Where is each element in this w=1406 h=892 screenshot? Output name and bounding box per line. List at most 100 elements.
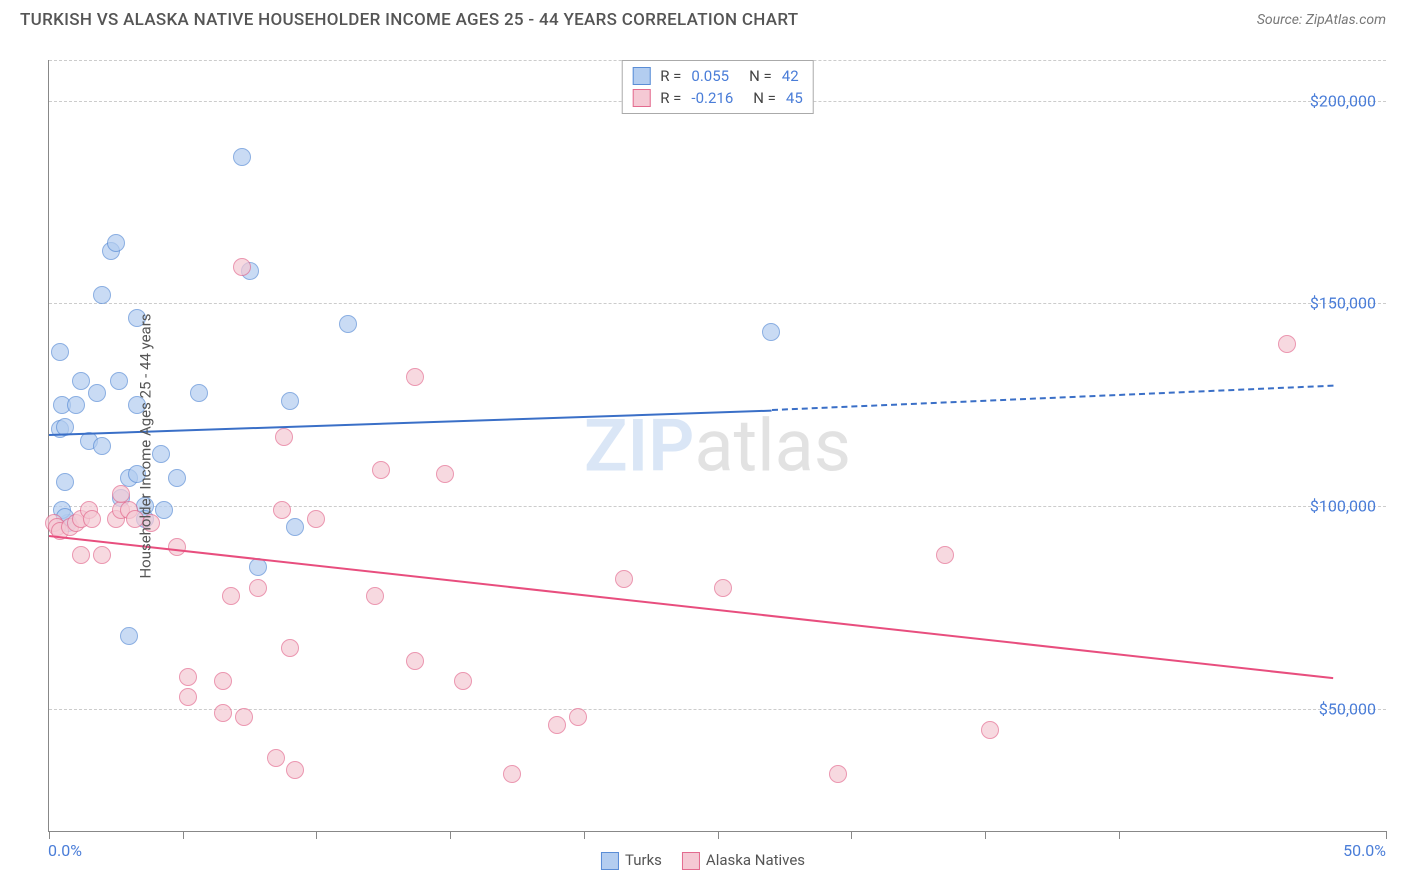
legend-label: Turks	[625, 851, 662, 869]
y-tick-label: $50,000	[1319, 700, 1376, 719]
x-tick	[49, 831, 50, 839]
x-min-label: 0.0%	[48, 841, 82, 860]
data-point	[372, 461, 390, 479]
gridline	[49, 506, 1386, 507]
data-point	[981, 721, 999, 739]
data-point	[222, 587, 240, 605]
data-point	[249, 558, 267, 576]
data-point	[93, 437, 111, 455]
data-point	[168, 538, 186, 556]
data-point	[273, 501, 291, 519]
x-tick	[718, 831, 719, 839]
data-point	[168, 469, 186, 487]
trend-line	[49, 409, 772, 435]
data-point	[454, 672, 472, 690]
data-point	[762, 323, 780, 341]
data-point	[214, 704, 232, 722]
data-point	[1278, 335, 1296, 353]
data-point	[406, 652, 424, 670]
data-point	[548, 716, 566, 734]
gridline	[49, 303, 1386, 304]
trend-line	[49, 535, 1334, 679]
data-point	[233, 148, 251, 166]
watermark-rest: atlas	[694, 403, 851, 488]
y-tick-label: $100,000	[1310, 497, 1376, 516]
data-point	[936, 546, 954, 564]
data-point	[93, 286, 111, 304]
data-point	[233, 258, 251, 276]
data-point	[152, 445, 170, 463]
legend-bottom: Turks Alaska Natives	[601, 851, 805, 870]
n-value: 42	[782, 67, 799, 85]
data-point	[503, 765, 521, 783]
data-point	[267, 749, 285, 767]
data-point	[436, 465, 454, 483]
data-point	[714, 579, 732, 597]
trend-line-dashed	[771, 385, 1333, 411]
x-tick	[1386, 831, 1387, 839]
data-point	[72, 546, 90, 564]
data-point	[339, 315, 357, 333]
x-tick	[985, 831, 986, 839]
n-label: N =	[753, 89, 776, 107]
data-point	[615, 570, 633, 588]
legend-row: R = -0.216 N = 45	[632, 87, 803, 109]
chart-source: Source: ZipAtlas.com	[1257, 12, 1386, 28]
data-point	[88, 384, 106, 402]
data-point	[214, 672, 232, 690]
x-tick	[584, 831, 585, 839]
legend-correlation: R = 0.055 N = 42 R = -0.216 N = 45	[621, 60, 814, 114]
data-point	[281, 639, 299, 657]
data-point	[286, 761, 304, 779]
y-axis-label: Householder Income Ages 25 - 44 years	[137, 313, 155, 578]
r-label: R =	[660, 89, 681, 107]
data-point	[366, 587, 384, 605]
chart-header: TURKISH VS ALASKA NATIVE HOUSEHOLDER INC…	[0, 0, 1406, 35]
x-tick	[183, 831, 184, 839]
data-point	[249, 579, 267, 597]
legend-row: R = 0.055 N = 42	[632, 65, 803, 87]
plot-area: ZIPatlas $50,000$100,000$150,000$200,000…	[48, 60, 1386, 832]
legend-swatch	[601, 852, 619, 870]
data-point	[67, 396, 85, 414]
x-tick	[316, 831, 317, 839]
data-point	[56, 473, 74, 491]
legend-swatch	[682, 852, 700, 870]
data-point	[406, 368, 424, 386]
x-tick	[1119, 831, 1120, 839]
data-point	[179, 688, 197, 706]
data-point	[275, 428, 293, 446]
r-value: -0.216	[691, 89, 733, 107]
data-point	[235, 708, 253, 726]
data-point	[286, 518, 304, 536]
y-tick-label: $200,000	[1310, 91, 1376, 110]
r-value: 0.055	[691, 67, 729, 85]
data-point	[190, 384, 208, 402]
x-tick	[450, 831, 451, 839]
data-point	[93, 546, 111, 564]
x-tick	[851, 831, 852, 839]
data-point	[120, 627, 138, 645]
r-label: R =	[660, 67, 681, 85]
data-point	[107, 234, 125, 252]
legend-item: Alaska Natives	[682, 851, 805, 870]
data-point	[569, 708, 587, 726]
chart-title: TURKISH VS ALASKA NATIVE HOUSEHOLDER INC…	[20, 10, 798, 30]
data-point	[72, 372, 90, 390]
x-max-label: 50.0%	[1343, 841, 1386, 860]
data-point	[110, 372, 128, 390]
data-point	[829, 765, 847, 783]
legend-swatch	[632, 89, 650, 107]
data-point	[51, 343, 69, 361]
data-point	[83, 510, 101, 528]
legend-item: Turks	[601, 851, 662, 870]
legend-swatch	[632, 67, 650, 85]
y-tick-label: $150,000	[1310, 294, 1376, 313]
n-label: N =	[749, 67, 772, 85]
chart-container: ZIPatlas $50,000$100,000$150,000$200,000…	[48, 60, 1386, 832]
data-point	[281, 392, 299, 410]
data-point	[179, 668, 197, 686]
legend-label: Alaska Natives	[706, 851, 805, 869]
data-point	[307, 510, 325, 528]
n-value: 45	[786, 89, 803, 107]
